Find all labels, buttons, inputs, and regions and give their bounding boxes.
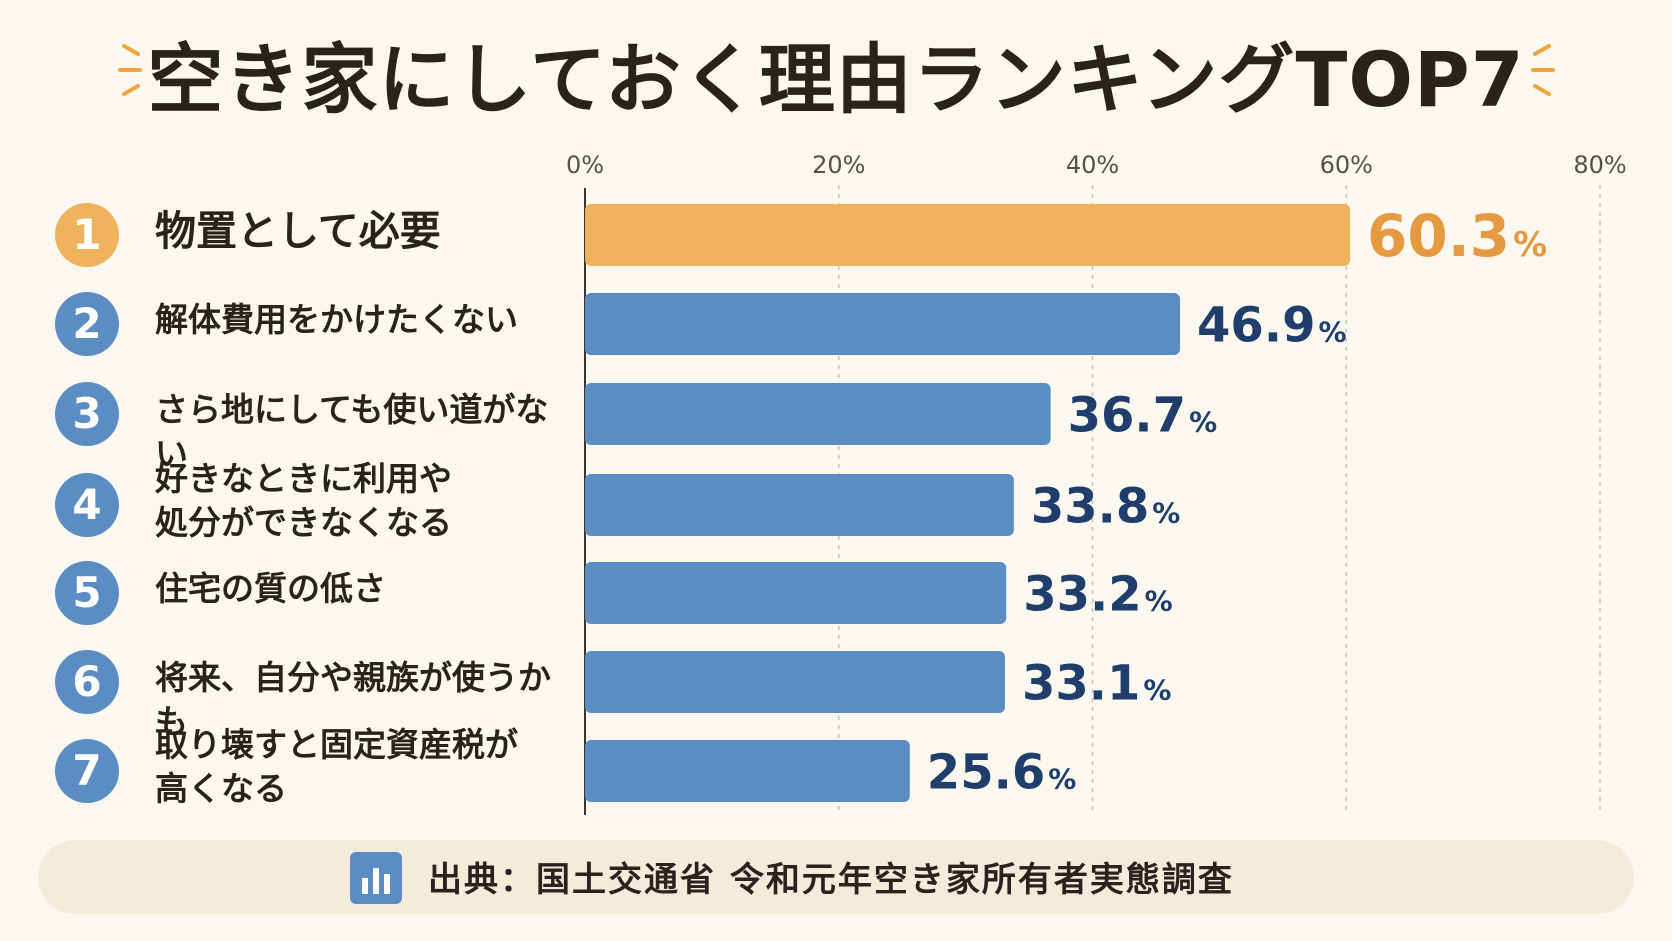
value-number: 46.9 — [1197, 297, 1315, 353]
value-label: 60.3% — [1367, 202, 1547, 270]
value-number: 25.6 — [927, 744, 1045, 800]
rank-badge: 7 — [55, 739, 119, 803]
value-unit: % — [1189, 405, 1217, 438]
bar — [585, 293, 1181, 355]
value-label: 36.7% — [1068, 387, 1218, 443]
bar — [585, 651, 1005, 713]
value-unit: % — [1513, 225, 1547, 265]
value-label: 46.9% — [1197, 297, 1347, 353]
value-number: 33.2 — [1023, 566, 1141, 622]
value-unit: % — [1143, 673, 1171, 706]
x-tick-label: 40% — [1066, 151, 1119, 179]
category-label: 将来、自分や親族が使うかも — [155, 658, 551, 741]
sparkle-left-icon — [118, 40, 158, 104]
value-label: 33.1% — [1022, 655, 1172, 711]
value-number: 36.7 — [1068, 387, 1186, 443]
value-unit: % — [1145, 584, 1173, 617]
value-unit: % — [1152, 496, 1180, 529]
value-label: 33.2% — [1023, 566, 1173, 622]
category-label: さら地にしても使い道がない — [155, 390, 549, 473]
value-unit: % — [1048, 762, 1076, 795]
category-label: 住宅の質の低さ — [155, 569, 386, 608]
rank-badge: 5 — [55, 561, 119, 625]
value-number: 60.3 — [1367, 202, 1510, 270]
source-text: 出典：国土交通省 令和元年空き家所有者実態調査 — [428, 860, 1234, 900]
category-label: 解体費用をかけたくない — [155, 300, 518, 339]
bar-chart-icon — [350, 852, 402, 904]
category-label: 物置として必要 — [155, 207, 441, 255]
rank-badge: 6 — [55, 650, 119, 714]
value-unit: % — [1318, 315, 1346, 348]
value-label: 25.6% — [927, 744, 1077, 800]
rank-badge: 1 — [55, 203, 119, 267]
category-label: 取り壊すと固定資産税が 高くなる — [155, 725, 518, 808]
x-tick-label: 80% — [1573, 151, 1626, 179]
rank-badge: 3 — [55, 382, 119, 446]
value-number: 33.1 — [1022, 655, 1140, 711]
bar — [585, 204, 1351, 266]
rank-badge: 4 — [55, 473, 119, 537]
bar — [585, 562, 1007, 624]
category-label: 好きなときに利用や 処分ができなくなる — [155, 459, 452, 542]
value-number: 33.8 — [1031, 478, 1149, 534]
x-tick-label: 20% — [812, 151, 865, 179]
bar — [585, 474, 1014, 536]
sparkle-right-icon — [1515, 40, 1555, 104]
rank-badge: 2 — [55, 292, 119, 356]
chart-title: 空き家にしておく理由ランキングTOP7 — [147, 35, 1525, 124]
bar — [585, 383, 1051, 445]
bar — [585, 740, 910, 802]
bar-chart: 0% 20% 40% 60% 80%60.3%46.9 %36.7 %33.8 %33.2 %3… — [566, 151, 1627, 815]
source-banner — [38, 840, 1634, 914]
x-tick-label: 0% — [566, 151, 604, 179]
value-label: 33.8% — [1031, 478, 1181, 534]
x-tick-label: 60% — [1320, 151, 1373, 179]
